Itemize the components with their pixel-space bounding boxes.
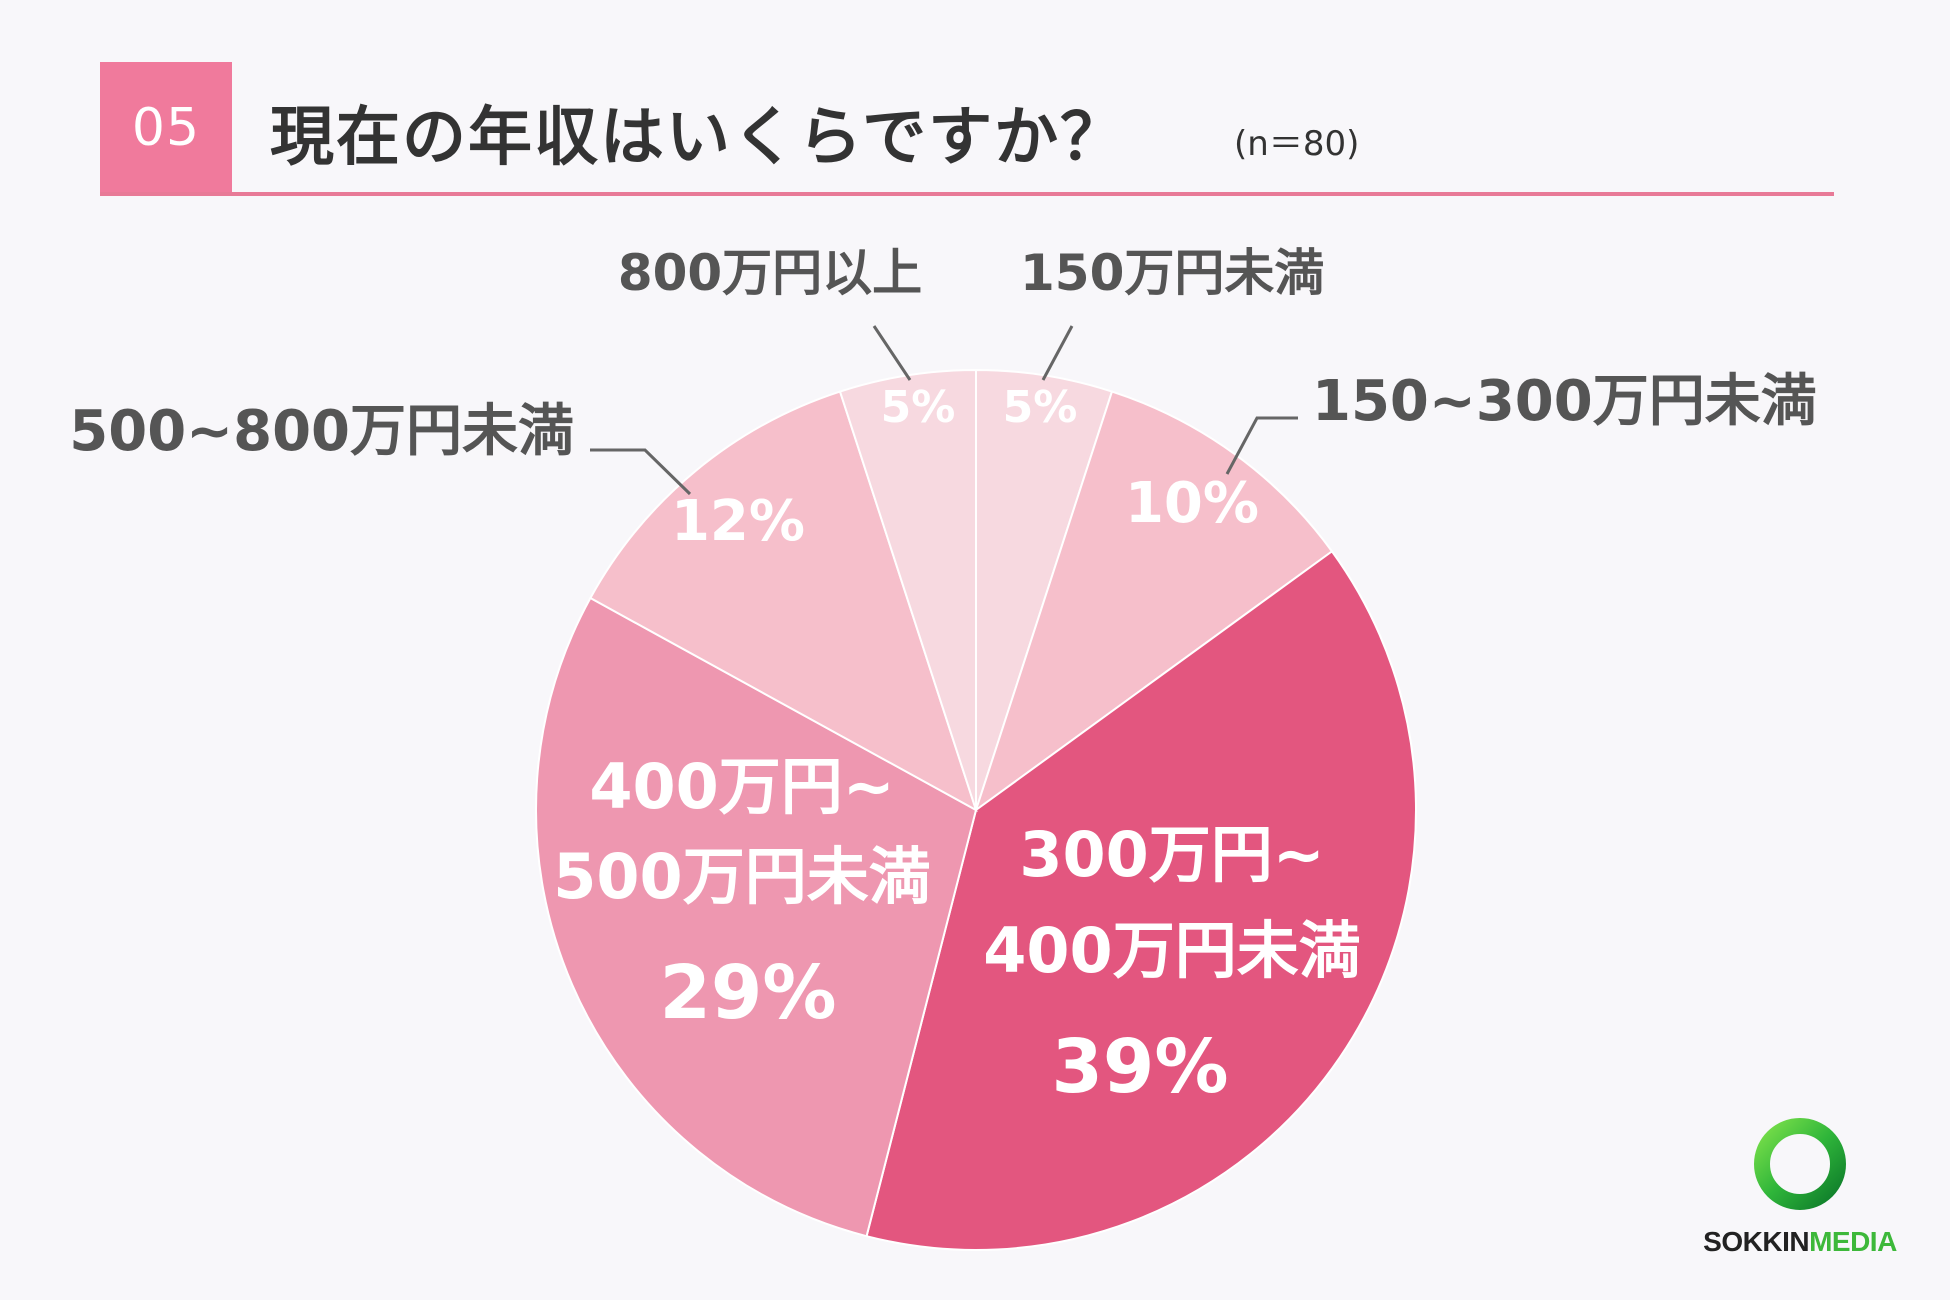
slice-value-label: 39% xyxy=(1051,1024,1228,1110)
slice-value-label: 29% xyxy=(659,950,836,1036)
slice-category-label: 400万円~ 500万円未満 xyxy=(553,750,930,913)
slice-value-label: 10% xyxy=(1125,471,1259,536)
chart-title: 現在の年収はいくらですか？ xyxy=(270,101,1127,175)
slice-category-label: 800万円以上 xyxy=(618,244,922,302)
leader-line xyxy=(1041,325,1074,381)
slice-category-label: 500~800万円未満 xyxy=(69,399,574,464)
pie-labels: 5% 150万円未満 10% 150~300万円未満 39% 300万円~ 400万円未満 2… xyxy=(69,244,1816,1110)
sample-size: (n＝80) xyxy=(1234,124,1360,164)
pie-slice xyxy=(535,596,978,1238)
slice-category-label: 150~300万円未満 xyxy=(1312,369,1817,434)
logo-ring-icon xyxy=(1754,1118,1846,1210)
slice-value-label: 12% xyxy=(671,489,805,554)
leader-line xyxy=(1225,416,1298,475)
pie-slices xyxy=(535,368,1418,1251)
slice-category-label: 150万円未満 xyxy=(1020,244,1324,302)
slice-category-label: 300万円~ 400万円未満 xyxy=(983,818,1360,987)
logo-brand-part2: MEDIA xyxy=(1809,1226,1897,1257)
leader-line xyxy=(872,325,912,381)
sokkin-media-logo: SOKKINMEDIA xyxy=(1690,1108,1910,1258)
question-number-badge: 05 xyxy=(100,62,232,194)
pie-slice xyxy=(974,390,1334,813)
chart-header: 05 現在の年収はいくらですか？ (n＝80) xyxy=(100,62,1834,196)
slice-value-label: 5% xyxy=(1003,382,1078,433)
pie-slice xyxy=(589,390,978,813)
leader-line xyxy=(590,448,692,496)
header-underline xyxy=(100,192,1834,196)
leader-lines xyxy=(590,325,1298,496)
logo-wordmark: SOKKINMEDIA xyxy=(1690,1226,1910,1258)
slice-value-label: 5% xyxy=(881,382,956,433)
pie-slice xyxy=(865,549,1418,1251)
logo-brand-part1: SOKKIN xyxy=(1703,1226,1810,1257)
